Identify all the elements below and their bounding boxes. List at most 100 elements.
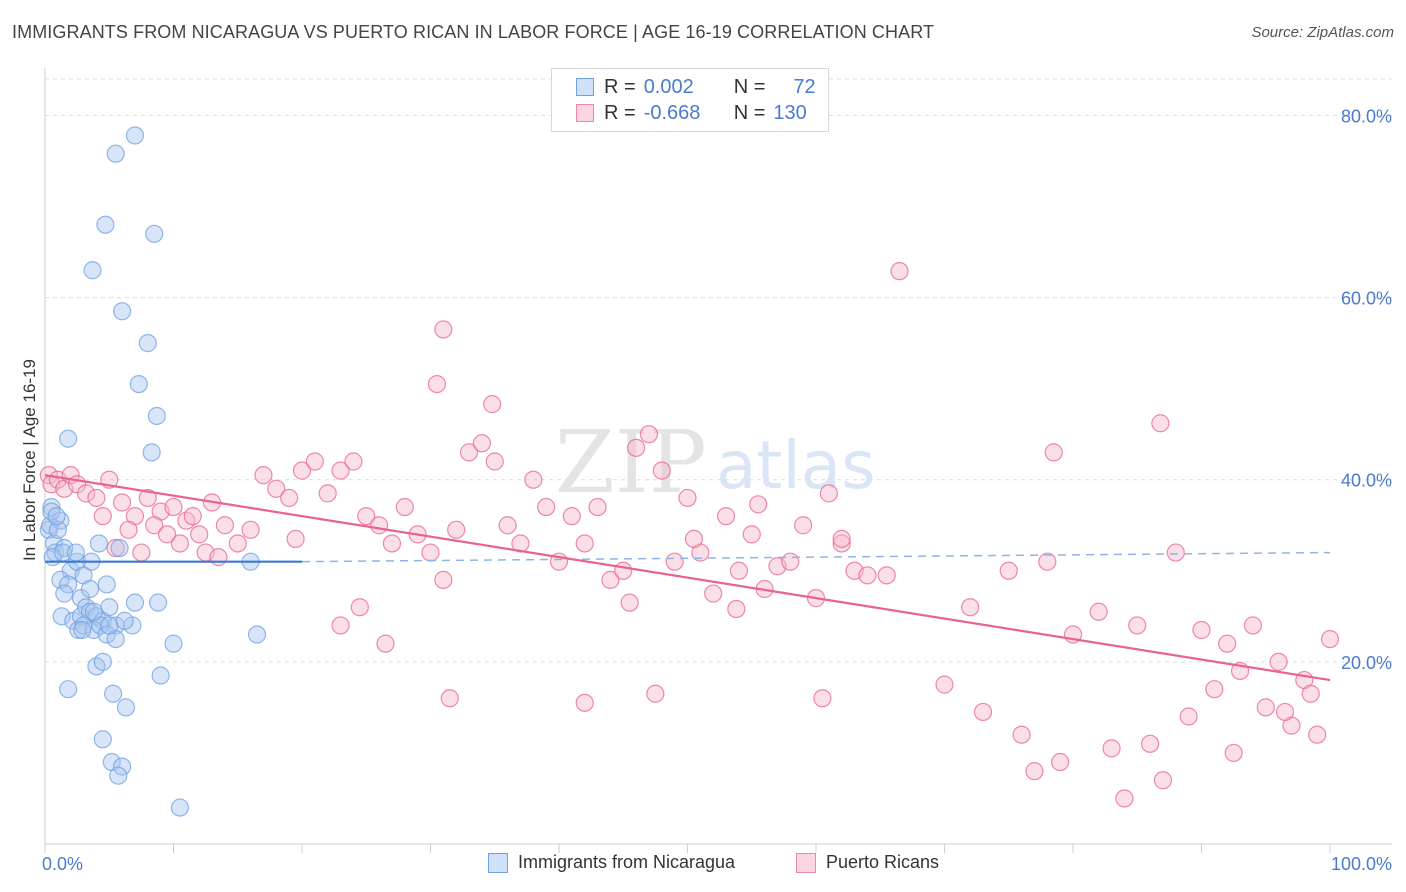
point-puerto-rican (1243, 616, 1263, 635)
point-nicaragua (125, 126, 145, 145)
point-nicaragua (83, 261, 102, 280)
point-puerto-rican (305, 452, 324, 471)
legend-r-label: R = (604, 101, 636, 124)
point-puerto-rican (344, 452, 363, 471)
point-nicaragua (151, 666, 170, 685)
point-nicaragua (93, 730, 112, 749)
point-puerto-rican (119, 520, 138, 539)
point-puerto-rican (376, 634, 395, 653)
point-nicaragua (100, 616, 119, 635)
point-puerto-rican (575, 693, 594, 712)
x-tick-label-min: 0.0% (42, 854, 83, 874)
point-puerto-rican (331, 461, 350, 480)
legend-r-value: 0.002 (643, 75, 694, 98)
legend-n-value: 130 (773, 101, 807, 124)
point-puerto-rican (132, 543, 151, 562)
point-puerto-rican (1224, 743, 1243, 763)
point-puerto-rican (646, 684, 665, 703)
point-puerto-rican (537, 497, 556, 517)
point-nicaragua (247, 625, 267, 644)
y-tick-label: 20.0% (1341, 653, 1392, 673)
legend: R = 0.002 N = 72 R = -0.668 N = 130 (551, 68, 829, 132)
point-puerto-rican (626, 438, 646, 457)
point-nicaragua (104, 684, 123, 703)
x-tick-labels: 0.0% 100.0% (42, 854, 1392, 874)
point-nicaragua (52, 607, 71, 626)
axes (44, 68, 1392, 853)
watermark-atlas: atlas (716, 427, 876, 504)
point-nicaragua (170, 798, 190, 817)
bottom-legend-swatch-pink (796, 852, 816, 873)
legend-row-puerto-ricans: R = -0.668 N = 130 (576, 101, 807, 125)
y-tick-label: 60.0% (1341, 289, 1392, 309)
point-puerto-rican (77, 484, 96, 503)
point-puerto-rican (999, 561, 1018, 580)
point-puerto-rican (832, 529, 851, 549)
point-nicaragua (55, 584, 74, 603)
point-puerto-rican (877, 566, 896, 585)
point-puerto-rican (170, 534, 190, 553)
point-puerto-rican (1166, 543, 1185, 562)
point-puerto-rican (961, 598, 980, 617)
point-puerto-rican (138, 488, 157, 508)
point-puerto-rican (601, 570, 620, 589)
point-puerto-rican (1308, 725, 1327, 744)
y-tick-label: 80.0% (1341, 106, 1392, 126)
point-puerto-rican (440, 689, 459, 708)
point-puerto-rican (395, 497, 414, 517)
point-puerto-rican (858, 566, 877, 585)
y-tick-labels: 20.0% 40.0% 60.0% 80.0% (1341, 106, 1392, 672)
point-nicaragua (112, 302, 132, 321)
point-puerto-rican (215, 516, 234, 535)
point-nicaragua (145, 224, 164, 243)
legend-swatch-blue (576, 78, 594, 96)
legend-n-label: N = (733, 101, 766, 124)
point-puerto-rican (575, 534, 594, 553)
legend-swatch-pink (576, 104, 594, 122)
point-puerto-rican (684, 529, 704, 549)
point-puerto-rican (1025, 762, 1044, 781)
trend-lines (44, 474, 1331, 682)
point-puerto-rican (106, 538, 125, 558)
point-puerto-rican (813, 689, 832, 708)
point-nicaragua (110, 538, 129, 558)
point-puerto-rican (1218, 634, 1237, 653)
point-puerto-rican (1269, 652, 1288, 671)
point-puerto-rican (935, 675, 954, 694)
series-puerto-ricans (39, 262, 1340, 808)
point-nicaragua (129, 374, 148, 394)
watermark-zip: ZIP (555, 413, 707, 513)
point-puerto-rican (652, 461, 671, 480)
point-puerto-rican (1192, 620, 1211, 640)
point-puerto-rican (145, 516, 164, 535)
point-puerto-rican (241, 520, 260, 539)
point-puerto-rican (749, 495, 768, 514)
point-nicaragua (115, 611, 134, 630)
point-nicaragua (48, 520, 67, 539)
point-nicaragua (164, 634, 183, 653)
point-puerto-rican (562, 507, 581, 526)
point-puerto-rican (1140, 734, 1160, 753)
legend-n-value: 72 (793, 75, 816, 98)
point-puerto-rican (665, 552, 684, 571)
point-puerto-rican (164, 497, 183, 517)
point-nicaragua (73, 620, 92, 640)
point-puerto-rican (472, 434, 491, 453)
point-puerto-rican (318, 484, 337, 503)
point-nicaragua (59, 429, 78, 448)
point-puerto-rican (87, 488, 106, 508)
point-nicaragua (97, 575, 116, 594)
bottom-legend-nicaragua: Immigrants from Nicaragua (488, 852, 735, 873)
point-puerto-rican (1179, 707, 1198, 726)
point-puerto-rican (588, 497, 607, 517)
point-puerto-rican (742, 525, 761, 544)
point-puerto-rican (183, 507, 202, 526)
point-nicaragua (112, 757, 132, 776)
legend-n-label: N = (733, 75, 766, 98)
point-puerto-rican (1256, 698, 1275, 717)
point-nicaragua (47, 507, 66, 526)
watermark: ZIP atlas (555, 413, 876, 513)
bottom-legend: Immigrants from Nicaragua Puerto Ricans (0, 852, 1406, 876)
legend-r-label: R = (604, 75, 636, 98)
point-puerto-rican (614, 561, 633, 580)
